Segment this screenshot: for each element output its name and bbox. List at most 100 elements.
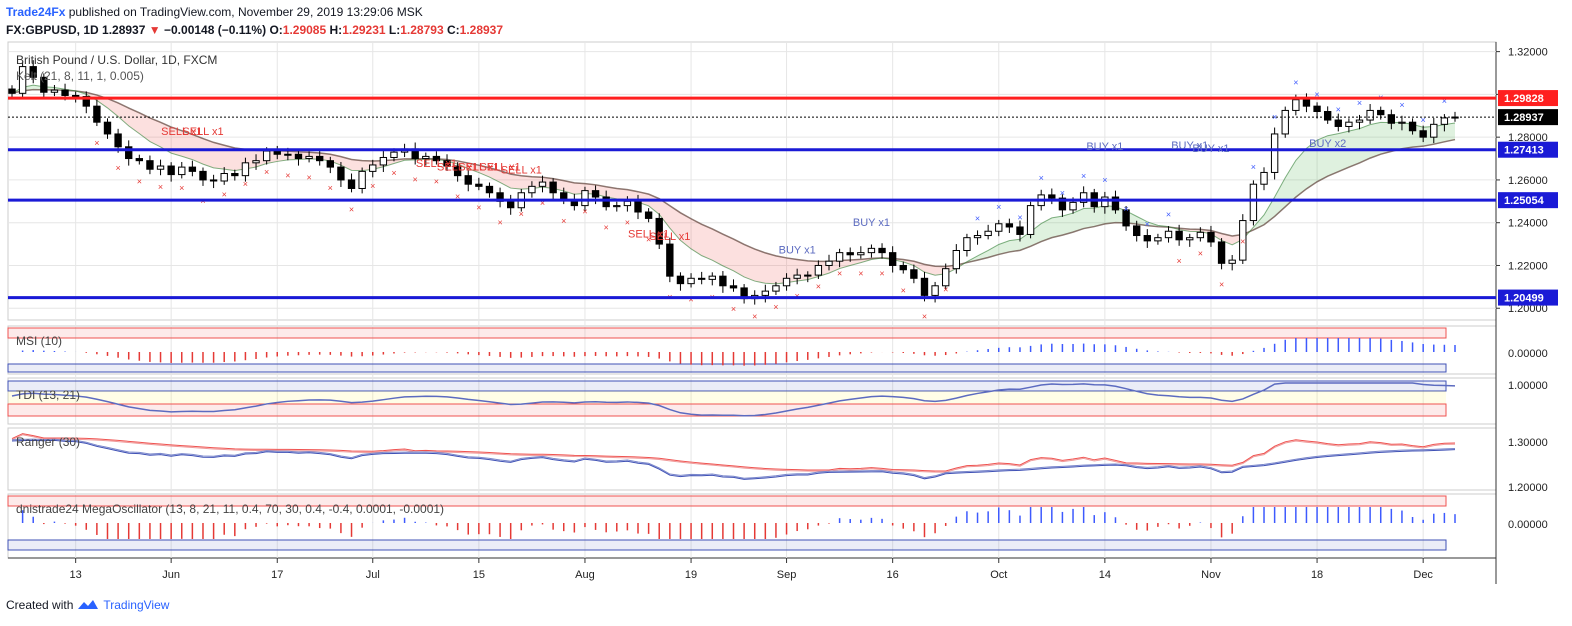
candle-body (1239, 220, 1247, 261)
candle-body (1323, 111, 1332, 121)
sell-cross-marker: × (519, 209, 524, 219)
last-price: 1.28937 (102, 23, 146, 37)
signal-label: BUY x1 (1192, 143, 1229, 155)
candle-body (71, 94, 80, 98)
publisher-name[interactable]: Trade24Fx (6, 5, 66, 19)
high-label: H: (329, 23, 343, 37)
candle-body (18, 66, 27, 94)
candle-body (114, 133, 122, 148)
sell-cross-marker: × (540, 198, 545, 208)
candle-body (602, 196, 610, 208)
tdi-mid-band (8, 391, 1446, 404)
candle-body (167, 165, 175, 176)
buy-cross-marker: × (1399, 100, 1404, 110)
tradingview-link[interactable]: TradingView (103, 598, 170, 612)
sell-cross-marker: × (434, 177, 439, 187)
candle-body (8, 88, 16, 94)
sell-cross-marker: × (858, 269, 863, 279)
candle-body (29, 66, 37, 78)
level-price-tag (1498, 289, 1558, 306)
signal-label: SELL x1 (501, 165, 542, 177)
x-tick-label: Jun (162, 569, 180, 581)
bear-cloud (1179, 227, 1254, 245)
candle-body (1292, 99, 1300, 111)
sell-cross-marker: × (1240, 237, 1245, 247)
buy-cross-marker: × (1272, 112, 1277, 122)
msi-lower-band (7, 363, 1447, 373)
candle-body (40, 76, 48, 93)
signal-label: BUY x2 (1309, 138, 1346, 150)
low-label: L: (388, 23, 401, 37)
candle-body (995, 223, 1003, 232)
candle-body (507, 200, 515, 209)
candle-body (1217, 241, 1226, 264)
candle-body (443, 160, 451, 167)
level-price-tag (1498, 90, 1558, 107)
candle-body (1207, 231, 1215, 243)
candle-body (453, 165, 462, 177)
candle-body (1228, 259, 1236, 264)
candle-body (666, 243, 674, 277)
chart-title: British Pound / U.S. Dollar, 1D, FXCM (16, 53, 217, 67)
candle-body (1079, 192, 1088, 203)
candle-body (1355, 119, 1364, 123)
y-tick-label: 1.22000 (1508, 260, 1548, 272)
candle-body (220, 173, 228, 182)
mega-upper-band (7, 495, 1447, 507)
sell-cross-marker: × (879, 269, 884, 279)
symbol: FX:GBPUSD, 1D (6, 23, 99, 37)
candle-body (1069, 201, 1077, 211)
signal-label: SELL x1 (182, 126, 223, 138)
bear-cloud (86, 92, 967, 284)
candle-body (188, 166, 197, 172)
candle-body (772, 285, 780, 292)
candle-body (231, 173, 239, 177)
x-tick-label: Sep (777, 569, 797, 581)
pane-tick-label: 1.00000 (1508, 380, 1548, 392)
sell-cross-marker: × (943, 285, 948, 295)
tradingview-logo-icon (78, 600, 99, 609)
price-change: −0.00148 (−0.11%) (164, 23, 267, 37)
buy-cross-marker: × (1123, 204, 1128, 214)
y-tick-label: 1.32000 (1508, 47, 1548, 59)
candle-body (528, 185, 536, 194)
buy-cross-marker: × (1421, 115, 1426, 125)
current-price-label: 1.28937 (1504, 112, 1544, 124)
candle-body (390, 151, 398, 158)
candle-body (284, 153, 292, 156)
candle-body (729, 285, 738, 289)
candle-body (199, 170, 207, 181)
sell-cross-marker: × (115, 163, 120, 173)
sell-cross-marker: × (901, 286, 906, 296)
footer: Created with TradingView (6, 598, 169, 612)
candle-body (825, 260, 833, 266)
sell-cross-marker: × (646, 234, 651, 244)
indicator-pane-label: MSI (10) (16, 334, 62, 348)
candle-body (888, 252, 897, 266)
candle-body (1302, 99, 1311, 107)
candle-body (1133, 225, 1141, 237)
buy-cross-marker: × (1017, 212, 1022, 222)
candle-body (697, 277, 706, 280)
candle-body (241, 162, 250, 177)
candle-body (1408, 121, 1417, 132)
candle-body (644, 211, 653, 219)
candle-body (475, 183, 483, 187)
candle-body (835, 252, 844, 262)
candle-body (326, 160, 334, 168)
y-tick-label: 1.28000 (1508, 132, 1548, 144)
candle-body (146, 160, 154, 170)
candle-body (125, 146, 133, 160)
candle-body (93, 105, 101, 123)
candle-body (687, 277, 695, 285)
candle-body (1451, 116, 1459, 119)
candle-body (634, 200, 642, 213)
signal-label: SELL x1 (416, 158, 457, 170)
close-value: 1.28937 (459, 23, 504, 37)
x-tick-label: 15 (473, 569, 485, 581)
candle-body (316, 155, 324, 162)
x-tick-label: 18 (1311, 569, 1323, 581)
candle-body (793, 274, 801, 279)
sell-cross-marker: × (582, 207, 587, 217)
